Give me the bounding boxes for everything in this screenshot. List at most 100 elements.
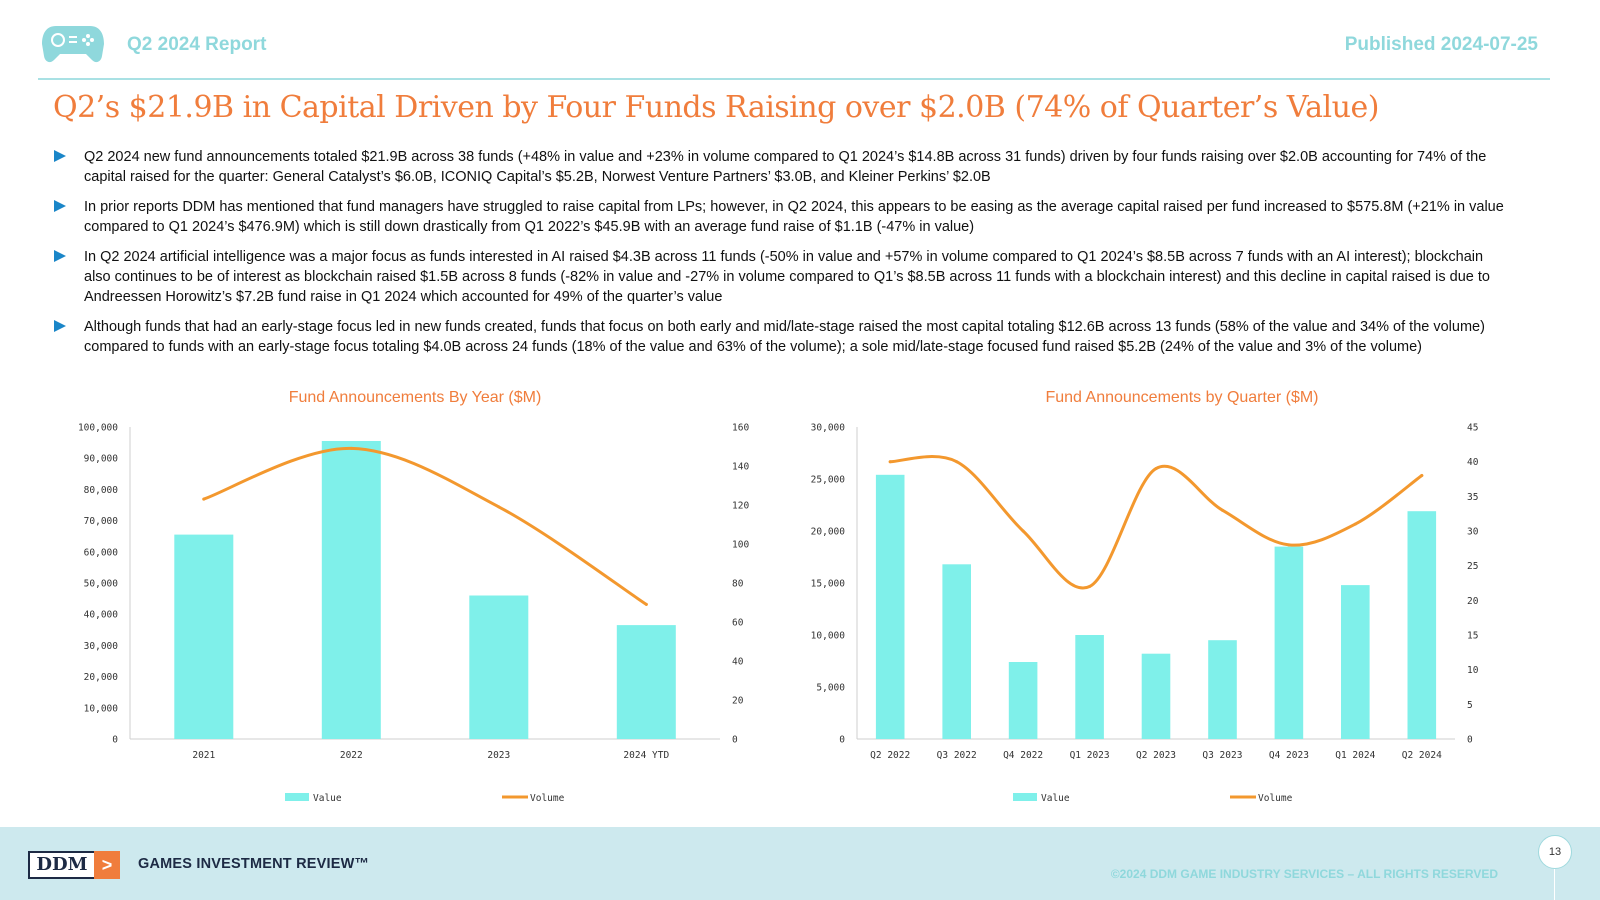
bullet-text: Although funds that had an early-stage f… (84, 319, 1485, 355)
bullet-item: In prior reports DDM has mentioned that … (52, 197, 1512, 237)
y-left-tick-label: 15,000 (811, 579, 846, 590)
y-left-tick-label: 70,000 (84, 516, 119, 527)
x-tick-label: 2022 (340, 750, 363, 761)
y-left-tick-label: 10,000 (811, 631, 846, 642)
value-bar (469, 595, 529, 739)
y-right-tick-label: 100 (732, 540, 749, 551)
y-left-tick-label: 100,000 (78, 423, 118, 434)
chart-by-year: Fund Announcements By Year ($M) 0 10,000 20… (45, 390, 825, 820)
value-bar (1075, 635, 1104, 739)
bullet-arrow-icon (54, 250, 66, 262)
y-right-tick-label: 40 (732, 657, 744, 668)
bullet-list: Q2 2024 new fund announcements totaled $… (52, 147, 1512, 367)
x-tick-label: Q1 2023 (1070, 750, 1110, 761)
x-tick-label: 2024 YTD (623, 750, 669, 761)
x-tick-label: Q4 2022 (1003, 750, 1043, 761)
volume-point (1353, 522, 1357, 526)
header-divider (38, 78, 1550, 80)
copyright-notice: ©2024 DDM GAME INDUSTRY SERVICES – ALL R… (1110, 867, 1498, 881)
value-bar (1341, 585, 1370, 739)
y-right-tick-label: 30 (1467, 527, 1479, 538)
chart-title: Fund Announcements by Quarter ($M) (1045, 390, 1318, 406)
y-right-tick-label: 60 (732, 618, 744, 629)
y-left-tick-label: 40,000 (84, 610, 119, 621)
y-right-tick-label: 10 (1467, 665, 1479, 676)
bullet-arrow-icon (54, 200, 66, 212)
chart-by-quarter: Fund Announcements by Quarter ($M) 0 5,000… (800, 390, 1580, 820)
value-bar (1407, 511, 1437, 739)
x-tick-label: Q2 2024 (1402, 750, 1442, 761)
y-right-tick-label: 120 (732, 501, 749, 512)
y-left-tick-label: 25,000 (811, 475, 846, 486)
chart-title: Fund Announcements By Year ($M) (289, 390, 542, 406)
x-tick-label: 2023 (487, 750, 510, 761)
y-left-tick-label: 30,000 (84, 641, 119, 652)
value-bar (1141, 653, 1171, 739)
volume-point (1287, 543, 1291, 547)
ddm-logo-text: DDM (28, 851, 96, 879)
value-bar (1208, 640, 1237, 739)
volume-point (1021, 529, 1025, 533)
page-title: Q2’s $21.9B in Capital Driven by Four Fu… (53, 90, 1379, 125)
y-right-tick-label: 160 (732, 423, 749, 434)
value-bar (616, 625, 676, 739)
chart-by-year-svg: Fund Announcements By Year ($M) 0 10,000 20… (78, 390, 749, 804)
page-number-line (1554, 869, 1555, 900)
y-left-tick-label: 5,000 (816, 683, 845, 694)
y-right-tick-label: 0 (732, 735, 738, 746)
y-right-tick-label: 35 (1467, 492, 1478, 503)
value-bar (321, 441, 381, 739)
volume-point (497, 505, 501, 509)
volume-point (955, 460, 959, 464)
value-bar (942, 564, 971, 739)
gamepad-icon (42, 26, 104, 63)
report-header: Q2 2024 Report Published 2024-07-25 (0, 0, 1600, 80)
legend-volume-label: Volume (1258, 793, 1293, 804)
page-number: 13 (1538, 835, 1572, 869)
volume-line (888, 455, 1424, 590)
legend-volume-label: Volume (530, 793, 565, 804)
volume-line (202, 446, 648, 606)
y-right-tick-label: 140 (732, 462, 749, 473)
volume-point (888, 460, 892, 464)
y-right-tick-label: 45 (1467, 423, 1478, 434)
value-bar (875, 474, 905, 739)
bullet-item: Although funds that had an early-stage f… (52, 317, 1512, 357)
legend-value-label: Value (313, 793, 342, 804)
y-left-tick-label: 10,000 (84, 703, 119, 714)
y-right-tick-label: 5 (1467, 700, 1473, 711)
volume-point (1154, 467, 1158, 471)
report-footer: DDM > GAMES INVESTMENT REVIEW™ ©2024 DDM… (0, 827, 1600, 900)
published-date: Published 2024-07-25 (1344, 34, 1538, 55)
y-left-tick-label: 80,000 (84, 485, 119, 496)
x-tick-label: Q3 2022 (937, 750, 977, 761)
legend-value-swatch (1013, 793, 1037, 801)
bullet-text: In Q2 2024 artificial intelligence was a… (84, 249, 1490, 305)
value-bar (174, 534, 234, 739)
y-right-tick-label: 40 (1467, 457, 1479, 468)
bullet-item: In Q2 2024 artificial intelligence was a… (52, 247, 1512, 307)
volume-point (1220, 508, 1224, 512)
x-tick-label: Q4 2023 (1269, 750, 1309, 761)
value-bar (1008, 662, 1038, 739)
y-left-tick-label: 20,000 (811, 527, 846, 538)
x-tick-label: Q2 2023 (1136, 750, 1176, 761)
value-bar (1274, 546, 1304, 739)
footer-brand: GAMES INVESTMENT REVIEW™ (138, 856, 370, 872)
y-left-tick-label: 50,000 (84, 579, 119, 590)
y-left-tick-label: 0 (112, 735, 118, 746)
bullet-item: Q2 2024 new fund announcements totaled $… (52, 147, 1512, 187)
y-right-tick-label: 80 (732, 579, 744, 590)
volume-point (349, 446, 353, 450)
ddm-arrow-icon: > (94, 851, 120, 879)
y-left-tick-label: 20,000 (84, 672, 119, 683)
y-right-tick-label: 25 (1467, 561, 1478, 572)
y-left-tick-label: 90,000 (84, 454, 119, 465)
legend-value-swatch (285, 793, 309, 801)
volume-point (1420, 474, 1424, 477)
x-tick-label: Q1 2024 (1335, 750, 1375, 761)
volume-point (644, 602, 648, 606)
y-left-tick-label: 0 (839, 735, 845, 746)
bullet-arrow-icon (54, 150, 66, 162)
chart-by-quarter-svg: Fund Announcements by Quarter ($M) 0 5,000… (811, 390, 1479, 804)
